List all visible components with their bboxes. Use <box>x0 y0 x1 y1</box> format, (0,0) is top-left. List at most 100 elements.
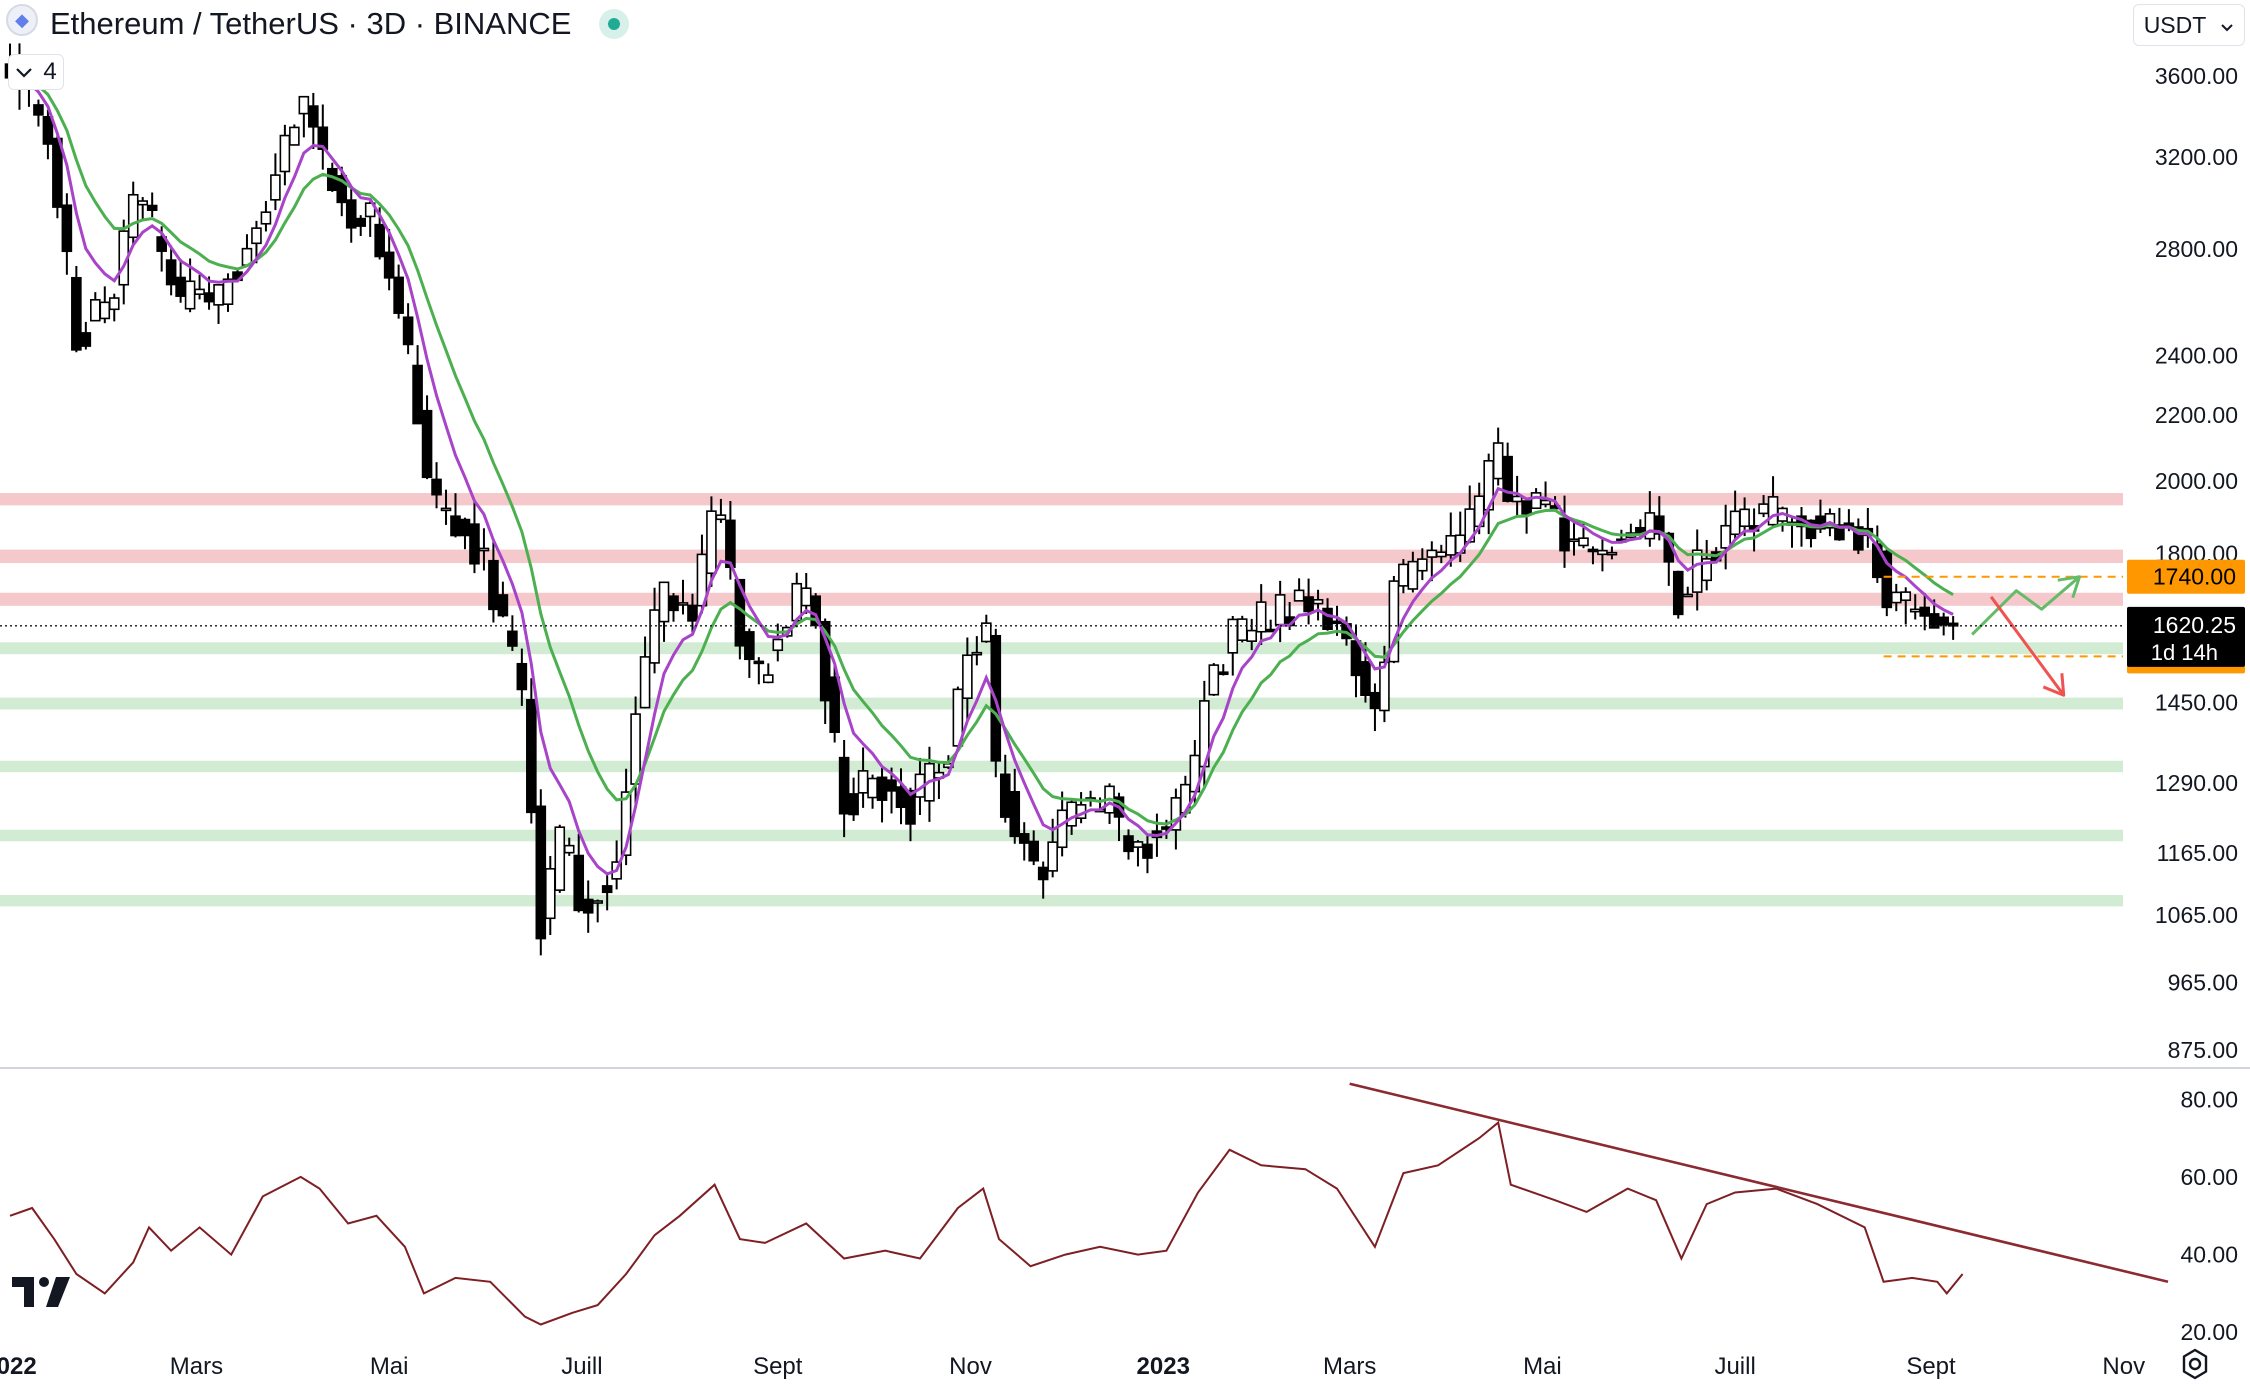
candle-body[interactable] <box>1691 549 1703 593</box>
gear-icon[interactable] <box>2178 1347 2212 1381</box>
candle-body[interactable] <box>1502 455 1513 502</box>
rsi-trendline[interactable] <box>1349 1082 2169 1284</box>
candle-body[interactable] <box>450 515 461 537</box>
resistance-zone[interactable] <box>0 592 2123 606</box>
candle-body[interactable] <box>1881 550 1893 609</box>
candle-body[interactable] <box>1170 797 1182 831</box>
candle-body[interactable] <box>99 301 111 320</box>
candle-body[interactable] <box>1492 442 1504 480</box>
candle-body[interactable] <box>203 292 215 303</box>
candle-body[interactable] <box>1720 524 1731 549</box>
candle-body[interactable] <box>753 660 765 665</box>
candle-body[interactable] <box>1435 551 1447 558</box>
candle-body[interactable] <box>1758 503 1769 515</box>
candle-body[interactable] <box>175 276 186 297</box>
candle-body[interactable] <box>497 594 509 617</box>
ema-fast-line[interactable] <box>9 76 1954 876</box>
candle-body[interactable] <box>1208 664 1220 696</box>
candle-body[interactable] <box>1369 691 1381 710</box>
candle-body[interactable] <box>1236 618 1248 642</box>
candle-body[interactable] <box>886 779 897 792</box>
candle-body[interactable] <box>156 236 167 252</box>
candle-body[interactable] <box>1587 548 1599 553</box>
candle-body[interactable] <box>308 105 319 128</box>
candle-body[interactable] <box>165 259 177 286</box>
candle-body[interactable] <box>1739 508 1750 528</box>
candle-body[interactable] <box>459 518 471 537</box>
candle-body[interactable] <box>582 898 594 914</box>
candle-body[interactable] <box>1009 790 1021 838</box>
candle-body[interactable] <box>1767 496 1779 526</box>
candle-body[interactable] <box>706 510 717 575</box>
candle-body[interactable] <box>829 676 840 733</box>
candle-body[interactable] <box>763 674 774 684</box>
candle-body[interactable] <box>1227 618 1239 654</box>
candle-body[interactable] <box>544 868 556 920</box>
candle-body[interactable] <box>1701 558 1712 582</box>
candle-body[interactable] <box>1142 843 1153 859</box>
candle-body[interactable] <box>1578 537 1589 547</box>
candle-body[interactable] <box>507 630 518 647</box>
candle-body[interactable] <box>1274 594 1286 626</box>
candle-body[interactable] <box>1672 570 1684 616</box>
symbol-title[interactable]: Ethereum / TetherUS · 3D · BINANCE <box>50 6 572 41</box>
candle-body[interactable] <box>1824 513 1836 529</box>
candle-body[interactable] <box>1255 601 1267 633</box>
candle-body[interactable] <box>355 217 367 227</box>
candle-body[interactable] <box>687 604 698 622</box>
candle-body[interactable] <box>1037 866 1049 881</box>
candle-body[interactable] <box>222 278 234 305</box>
candle-body[interactable] <box>364 202 376 218</box>
candle-body[interactable] <box>108 297 120 311</box>
last-price-box[interactable] <box>2127 606 2245 667</box>
candle-body[interactable] <box>488 559 499 611</box>
candle-body[interactable] <box>526 698 537 814</box>
candle-body[interactable] <box>393 276 404 314</box>
candle-body[interactable] <box>744 631 755 661</box>
candle-body[interactable] <box>905 789 916 825</box>
candle-body[interactable] <box>677 602 689 606</box>
candle-body[interactable] <box>1445 534 1457 556</box>
candle-body[interactable] <box>1729 510 1741 536</box>
candle-body[interactable] <box>431 478 442 496</box>
candle-body[interactable] <box>478 547 490 552</box>
candle-body[interactable] <box>601 885 613 894</box>
candle-body[interactable] <box>1568 538 1580 543</box>
candle-body[interactable] <box>298 95 310 115</box>
support-zone[interactable] <box>0 642 2123 655</box>
candle-body[interactable] <box>1853 526 1864 551</box>
candle-body[interactable] <box>1388 580 1400 663</box>
candle-body[interactable] <box>184 280 196 310</box>
candle-body[interactable] <box>535 805 547 940</box>
currency-select[interactable]: USDT <box>2133 4 2245 46</box>
candle-body[interactable] <box>819 620 831 702</box>
candle-body[interactable] <box>345 199 357 229</box>
candle-body[interactable] <box>270 174 281 201</box>
rsi-line[interactable] <box>9 1120 1964 1326</box>
candle-body[interactable] <box>1559 517 1570 552</box>
candle-body[interactable] <box>1947 622 1959 627</box>
candle-body[interactable] <box>42 115 54 145</box>
candle-body[interactable] <box>1350 640 1362 677</box>
tradingview-logo-icon[interactable] <box>12 1275 72 1309</box>
candle-body[interactable] <box>80 332 92 347</box>
candle-body[interactable] <box>1654 515 1665 535</box>
candle-body[interactable] <box>194 288 205 295</box>
candle-body[interactable] <box>725 519 736 569</box>
candle-body[interactable] <box>649 609 660 664</box>
candle-body[interactable] <box>971 651 983 656</box>
candle-body[interactable] <box>33 104 44 116</box>
candle-body[interactable] <box>1834 524 1845 541</box>
bearish-scenario-arrow[interactable] <box>1989 595 2065 697</box>
candle-body[interactable] <box>1028 840 1040 862</box>
candle-body[interactable] <box>289 126 300 146</box>
candle-body[interactable] <box>999 773 1011 818</box>
candle-body[interactable] <box>1682 593 1694 598</box>
candle-body[interactable] <box>876 776 888 801</box>
candle-body[interactable] <box>1398 563 1409 587</box>
scenario-level-label-box[interactable] <box>2127 559 2245 594</box>
candle-body[interactable] <box>838 756 850 815</box>
candle-body[interactable] <box>146 204 158 211</box>
